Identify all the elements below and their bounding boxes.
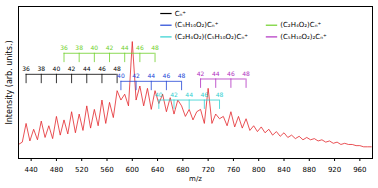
svg-text:42: 42 [106,44,114,51]
svg-text:640: 640 [151,166,164,174]
svg-text:40: 40 [117,72,125,79]
svg-text:880: 880 [303,166,316,174]
svg-text:720: 720 [201,166,214,174]
svg-text:680: 680 [176,166,189,174]
svg-text:40: 40 [155,91,163,98]
svg-text:38: 38 [75,44,83,51]
svg-text:46: 46 [227,70,235,77]
svg-text:480: 480 [50,166,63,174]
svg-text:Cₙ⁺: Cₙ⁺ [175,10,187,18]
svg-text:40: 40 [53,65,61,72]
svg-text:560: 560 [100,166,113,174]
svg-text:48: 48 [242,70,250,77]
svg-text:800: 800 [252,166,265,174]
svg-text:m/z: m/z [189,175,202,183]
svg-text:520: 520 [75,166,88,174]
svg-text:(C₅H₁₀O₂)₂Cₙ⁺: (C₅H₁₀O₂)₂Cₙ⁺ [280,33,327,41]
svg-text:Intensity (arb. units.): Intensity (arb. units.) [5,40,14,124]
svg-text:44: 44 [147,72,155,79]
svg-text:46: 46 [201,91,209,98]
svg-text:48: 48 [216,91,224,98]
svg-text:44: 44 [83,65,91,72]
svg-text:48: 48 [113,65,121,72]
svg-text:40: 40 [91,44,99,51]
svg-text:48: 48 [178,72,186,79]
svg-text:42: 42 [170,91,178,98]
svg-text:36: 36 [60,44,68,51]
svg-text:840: 840 [277,166,290,174]
svg-text:42: 42 [197,70,205,77]
svg-text:42: 42 [68,65,76,72]
svg-text:960: 960 [353,166,366,174]
svg-text:44: 44 [185,91,193,98]
svg-text:46: 46 [136,44,144,51]
svg-text:920: 920 [328,166,341,174]
svg-text:(C₅H₁₀O₂)Cₙ⁺: (C₅H₁₀O₂)Cₙ⁺ [175,21,219,29]
svg-text:44: 44 [212,70,220,77]
svg-text:760: 760 [227,166,240,174]
svg-text:48: 48 [151,44,159,51]
svg-text:600: 600 [126,166,139,174]
svg-text:36: 36 [22,65,30,72]
svg-text:46: 46 [98,65,106,72]
svg-text:42: 42 [132,72,140,79]
svg-text:(C₂H₄O₂)(C₅H₁₀O₂)Cₙ⁺: (C₂H₄O₂)(C₅H₁₀O₂)Cₙ⁺ [175,33,249,41]
svg-text:46: 46 [163,72,171,79]
svg-text:440: 440 [24,166,37,174]
svg-text:(C₂H₄O₂)Cₙ⁺: (C₂H₄O₂)Cₙ⁺ [280,21,321,29]
svg-text:38: 38 [37,65,45,72]
svg-text:44: 44 [121,44,129,51]
